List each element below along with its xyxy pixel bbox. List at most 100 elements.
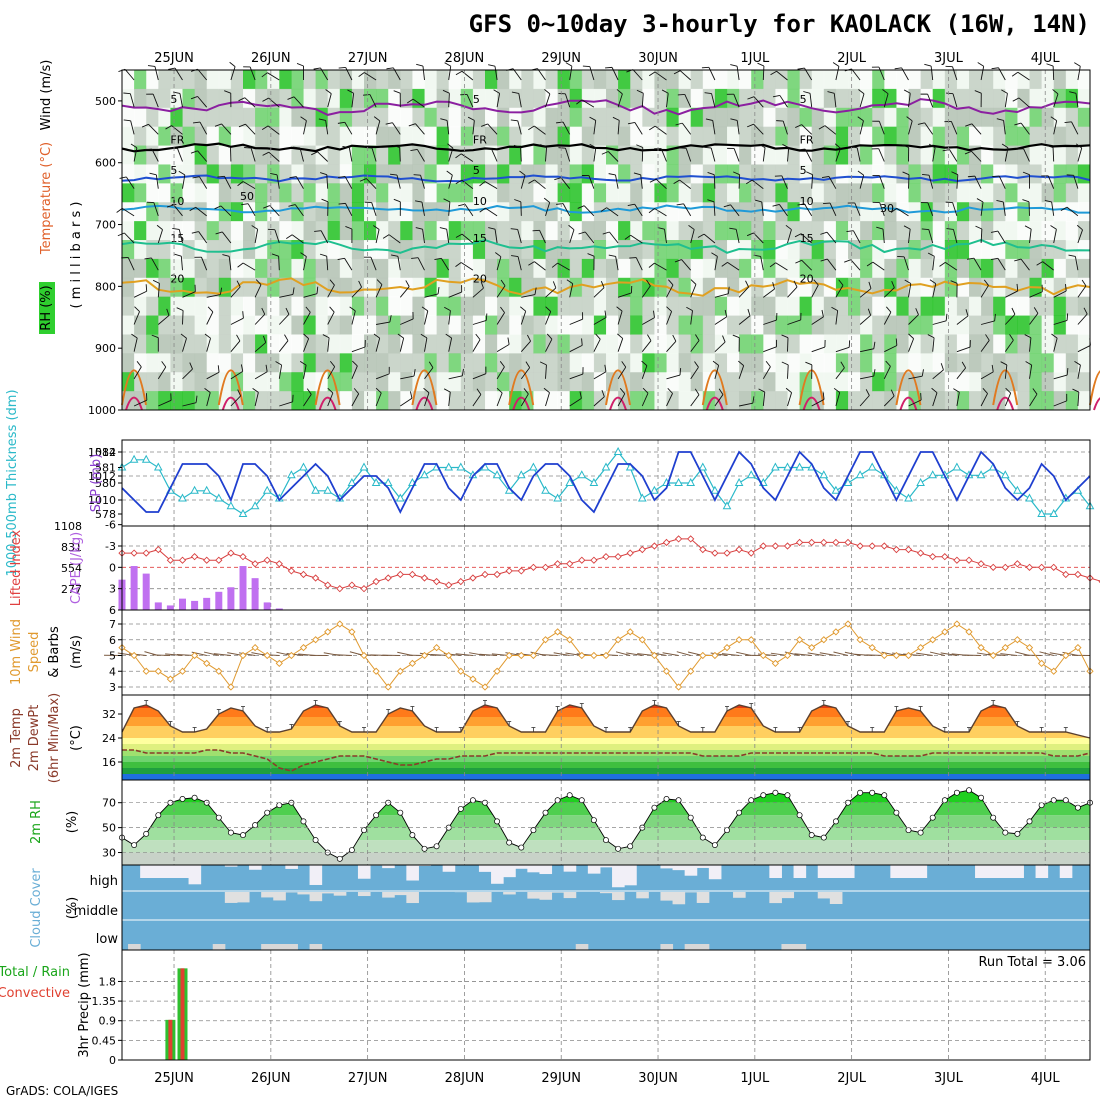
rh-point <box>409 832 416 839</box>
wind-barb <box>1053 290 1067 298</box>
rh-shade-cell <box>182 88 196 109</box>
wind-barb <box>974 175 982 189</box>
rh-shade-cell <box>1053 70 1067 90</box>
rh-shade-cell <box>618 70 631 90</box>
lifted-index-point <box>190 553 199 561</box>
rh-shade-cell <box>1029 183 1043 203</box>
rh-shade-cell <box>1029 240 1043 260</box>
rh-shade-cell <box>763 202 776 222</box>
rh-shade-cell <box>424 183 438 203</box>
rh-shade-cell <box>364 126 377 147</box>
rh-shade-cell <box>1041 296 1055 317</box>
wind-barb <box>388 234 401 244</box>
wind-barb <box>327 337 330 352</box>
rh-point <box>953 789 960 796</box>
wind-barb-feather <box>1036 261 1043 266</box>
cloud-high-clear <box>285 865 298 869</box>
rh-shade-cell <box>291 183 304 203</box>
dewpt2m-axis-label: 2m DewPt <box>27 705 42 772</box>
rh-shade-cell <box>376 315 389 335</box>
wind10m-barb <box>615 651 631 656</box>
wind-barb-feather <box>772 94 780 98</box>
wind-barb-feather <box>674 259 682 263</box>
rh-point <box>711 842 718 849</box>
rh-shade-cell <box>315 126 329 147</box>
rh-shade-cell <box>545 372 559 392</box>
rh-shade-cell <box>630 183 643 203</box>
wind-barb <box>738 286 749 298</box>
rh-shade-cell <box>303 164 317 184</box>
wind-barb <box>487 123 498 135</box>
wind-barb <box>856 147 861 162</box>
wind-barb-feather <box>873 341 876 349</box>
rh-shade-cell <box>315 277 329 298</box>
rh-shade-cell <box>618 353 631 373</box>
lifted-index-point <box>142 549 150 557</box>
wind-barb <box>1018 97 1030 108</box>
wind-speed-point <box>904 651 913 660</box>
wind-barb <box>327 311 335 325</box>
rh-shade-cell <box>545 334 559 354</box>
wind-barb <box>279 401 293 407</box>
rh-shade-cell <box>194 221 208 241</box>
wind-barb <box>927 202 934 216</box>
wind-barb-feather <box>534 287 537 295</box>
wind-barb-feather <box>270 172 278 176</box>
wind-barb-feather <box>480 281 484 289</box>
rh-shade-cell <box>509 296 522 317</box>
wind-barb-feather <box>168 67 176 70</box>
rh-shade-cell <box>134 202 147 222</box>
wind-barb-feather <box>747 308 751 316</box>
rh-shade-cell <box>194 258 208 279</box>
wind-barb <box>835 367 845 380</box>
rh-shade-cell <box>848 258 861 279</box>
wind-barb <box>908 229 911 244</box>
wind-barb <box>811 174 814 189</box>
wind-barb-feather <box>420 333 428 339</box>
wind-barb <box>760 256 764 271</box>
wind10m-barb <box>794 653 812 656</box>
rh-shade-cell <box>485 258 498 279</box>
rh-shade-cell <box>1017 202 1030 222</box>
rh-shade-cell <box>1053 126 1067 147</box>
wind-barb <box>446 120 450 135</box>
wind-barb <box>291 234 304 244</box>
rh-shade-cell <box>702 372 716 392</box>
rh-shade-cell <box>267 126 280 147</box>
rh-shade-cell <box>823 372 837 392</box>
wind-barb <box>154 66 159 81</box>
rh-shade-cell <box>497 221 510 241</box>
rh-shade-cell <box>811 164 825 184</box>
rh-shade-cell <box>1053 164 1067 184</box>
wind-barb <box>221 123 232 135</box>
wind-barb <box>615 174 619 189</box>
rh-shade-cell <box>388 240 401 260</box>
wind-barb <box>520 393 529 407</box>
rh-shade-cell <box>255 107 268 128</box>
isotherm-label: 20 <box>473 272 487 285</box>
cloud-low-clear <box>793 944 807 950</box>
wind-speed-point <box>336 620 344 628</box>
rh-shade-cell <box>872 372 885 392</box>
rh-point <box>832 818 839 825</box>
rh-point <box>808 832 815 839</box>
wind-barb-feather <box>511 91 519 94</box>
rh-shade-cell <box>218 164 232 184</box>
wind-barb-feather <box>389 173 398 176</box>
rh-shade-cell <box>775 202 788 222</box>
rh-shade-cell <box>690 70 704 90</box>
rh-point <box>191 794 198 801</box>
rh-shade-cell <box>364 164 377 184</box>
rh-shade-cell <box>134 353 147 373</box>
rh-shade-cell <box>702 88 716 109</box>
rh-shade-cell <box>860 296 873 317</box>
rh-shade-cell <box>182 258 196 279</box>
rh-shade-cell <box>400 391 413 411</box>
wind-barb <box>448 310 451 325</box>
rh-shade-cell <box>1077 372 1091 392</box>
wind-barb <box>932 147 936 162</box>
rh-shade-cell <box>642 391 655 411</box>
